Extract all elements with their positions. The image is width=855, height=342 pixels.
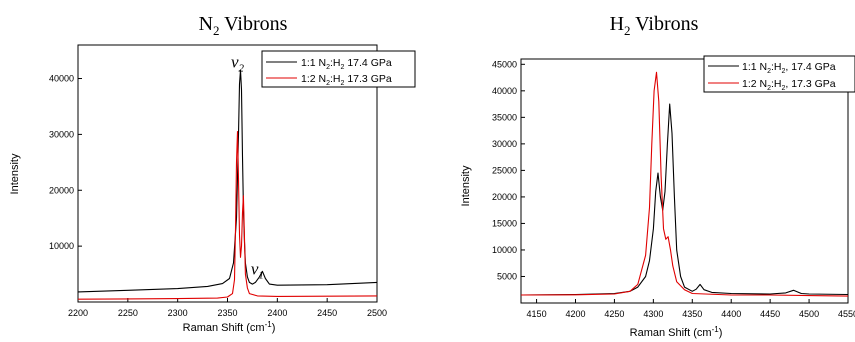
h2-legend-box [703, 55, 855, 93]
h2-x-tick-label: 4350 [682, 309, 702, 319]
h2-y-tick-label: 35000 [492, 112, 517, 122]
h2-y-tick-label: 25000 [492, 165, 517, 175]
h2-x-tick-label: 4250 [604, 309, 624, 319]
n2-y-ticks: 10000 20000 30000 40000 [49, 74, 82, 251]
nu2-peak-label: v2 [231, 52, 245, 74]
n2-x-tick-label: 2350 [217, 308, 237, 318]
h2-y-tick-label: 15000 [492, 218, 517, 228]
n2-x-axis-label: Raman Shift (cm-1) [183, 320, 276, 334]
n2-chart-title: N2 Vibrons [199, 13, 288, 38]
n2-y-tick-label: 40000 [49, 74, 74, 84]
n2-series-group [77, 69, 378, 300]
h2-chart: H2 Vibrons 5000 10000 15000 20000 25000 30000… [460, 13, 855, 339]
n2-y-tick-label: 20000 [49, 185, 74, 195]
h2-chart-title: H2 Vibrons [610, 13, 699, 38]
n2-y-tick-label: 30000 [49, 129, 74, 139]
n2-x-tick-label: 2200 [68, 308, 88, 318]
n2-y-tick-label: 10000 [49, 241, 74, 251]
n2-y-axis-label: Intensity [9, 153, 21, 194]
nu1-peak-label: v1 [251, 260, 264, 282]
n2-x-tick-label: 2500 [367, 308, 387, 318]
n2-legend-label-2: 1:2 N2:H2 17.3 GPa [301, 73, 392, 87]
h2-x-tick-label: 4300 [643, 309, 663, 319]
n2-series-line-1 [77, 69, 378, 293]
h2-y-tick-label: 30000 [492, 139, 517, 149]
h2-legend: 1:1 N2:H2, 17.4 GPa 1:2 N2:H2, 17.3 GPa [703, 55, 855, 93]
n2-x-ticks: 2200 2250 2300 2350 2400 2450 2500 [68, 298, 387, 318]
h2-x-ticks: 4150 4200 4250 4300 4350 4400 4450 4500 4550 [527, 299, 855, 319]
n2-series-line-2 [77, 131, 378, 300]
h2-y-axis-label: Intensity [460, 165, 472, 206]
h2-y-tick-label: 45000 [492, 59, 517, 69]
n2-legend-label-1: 1:1 N2:H2 17.4 GPa [301, 57, 392, 71]
n2-legend-box [261, 50, 416, 88]
h2-y-tick-label: 20000 [492, 192, 517, 202]
h2-series-line-2 [520, 71, 849, 297]
h2-legend-label-2: 1:2 N2:H2, 17.3 GPa [742, 78, 836, 92]
n2-chart: N2 Vibrons 10000 20000 30000 40000 2200 2250… [9, 13, 416, 334]
h2-x-tick-label: 4550 [838, 309, 855, 319]
h2-x-tick-label: 4200 [565, 309, 585, 319]
h2-legend-label-1: 1:1 N2:H2, 17.4 GPa [742, 61, 836, 75]
n2-legend: 1:1 N2:H2 17.4 GPa 1:2 N2:H2 17.3 GPa [261, 50, 416, 88]
n2-x-tick-label: 2250 [118, 308, 138, 318]
h2-x-tick-label: 4150 [527, 309, 547, 319]
n2-x-tick-label: 2450 [317, 308, 337, 318]
h2-y-tick-label: 5000 [497, 271, 517, 281]
h2-series-line-1 [520, 103, 849, 296]
h2-y-tick-label: 10000 [492, 245, 517, 255]
n2-x-tick-label: 2400 [267, 308, 287, 318]
h2-x-tick-label: 4500 [799, 309, 819, 319]
n2-x-tick-label: 2300 [168, 308, 188, 318]
h2-plot-frame [520, 58, 849, 304]
h2-x-tick-label: 4450 [760, 309, 780, 319]
h2-x-tick-label: 4400 [721, 309, 741, 319]
h2-series-group [520, 71, 849, 297]
h2-y-ticks: 5000 10000 15000 20000 25000 30000 35000 40000 4… [492, 59, 525, 281]
h2-x-axis-label: Raman Shift (cm-1) [630, 325, 723, 339]
h2-y-tick-label: 40000 [492, 86, 517, 96]
